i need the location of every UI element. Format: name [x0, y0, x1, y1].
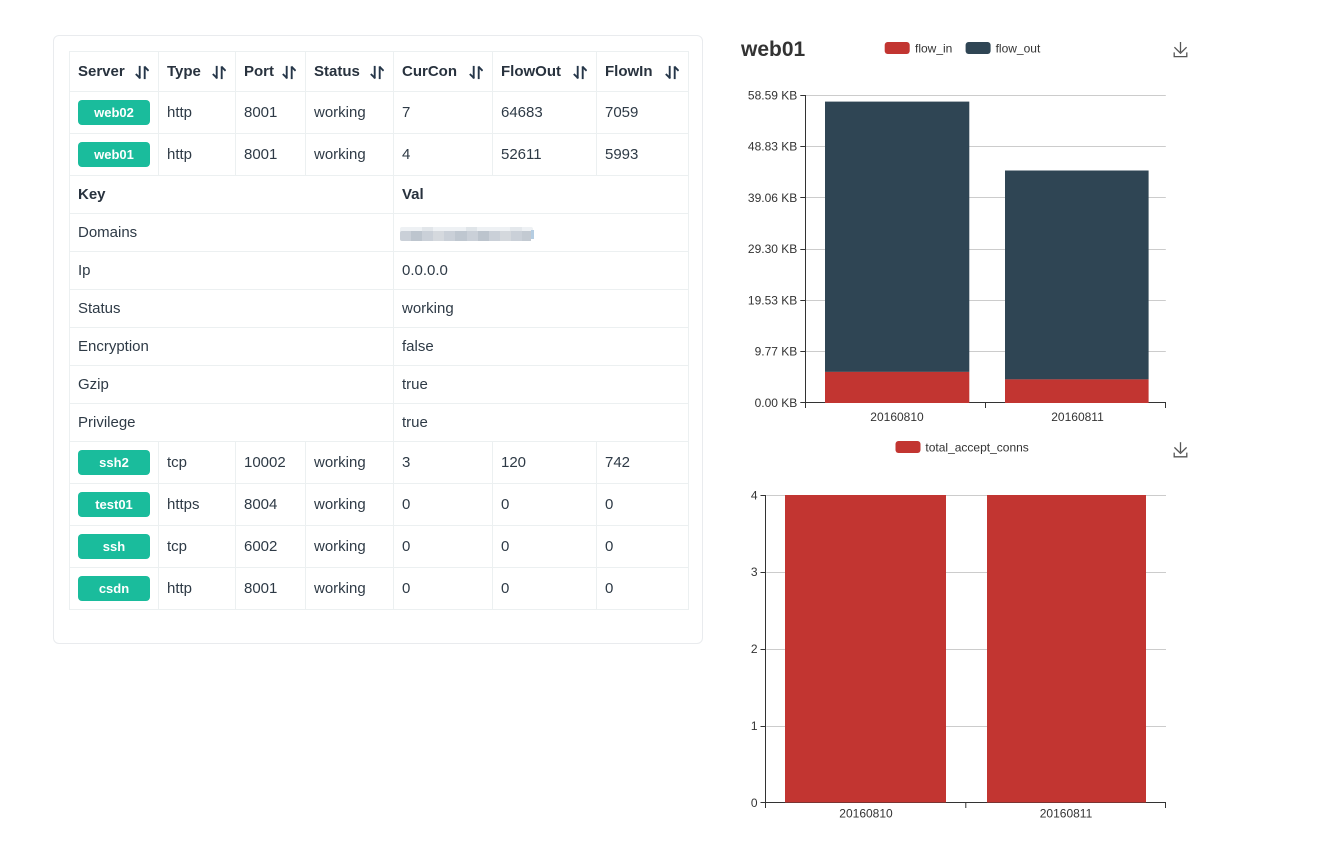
svg-text:web01: web01 [740, 38, 806, 61]
svg-text:20160811: 20160811 [1040, 807, 1093, 821]
svg-text:39.06 KB: 39.06 KB [748, 191, 797, 205]
svg-text:3: 3 [751, 565, 758, 579]
svg-text:58.59 KB: 58.59 KB [748, 88, 797, 102]
svg-text:1: 1 [751, 719, 758, 733]
svg-text:48.83 KB: 48.83 KB [748, 140, 797, 154]
svg-text:flow_out: flow_out [996, 41, 1041, 55]
svg-text:20160810: 20160810 [870, 410, 924, 424]
svg-text:9.77 KB: 9.77 KB [755, 345, 798, 359]
svg-text:2: 2 [751, 642, 758, 656]
svg-text:total_accept_conns: total_accept_conns [925, 440, 1028, 454]
svg-text:20160810: 20160810 [839, 807, 893, 821]
svg-text:29.30 KB: 29.30 KB [748, 242, 797, 256]
svg-text:20160811: 20160811 [1051, 410, 1104, 424]
svg-text:4: 4 [751, 488, 758, 502]
svg-text:19.53 KB: 19.53 KB [748, 293, 797, 307]
svg-text:0.00 KB: 0.00 KB [755, 396, 798, 410]
svg-text:0: 0 [751, 796, 758, 810]
svg-text:flow_in: flow_in [915, 41, 952, 55]
